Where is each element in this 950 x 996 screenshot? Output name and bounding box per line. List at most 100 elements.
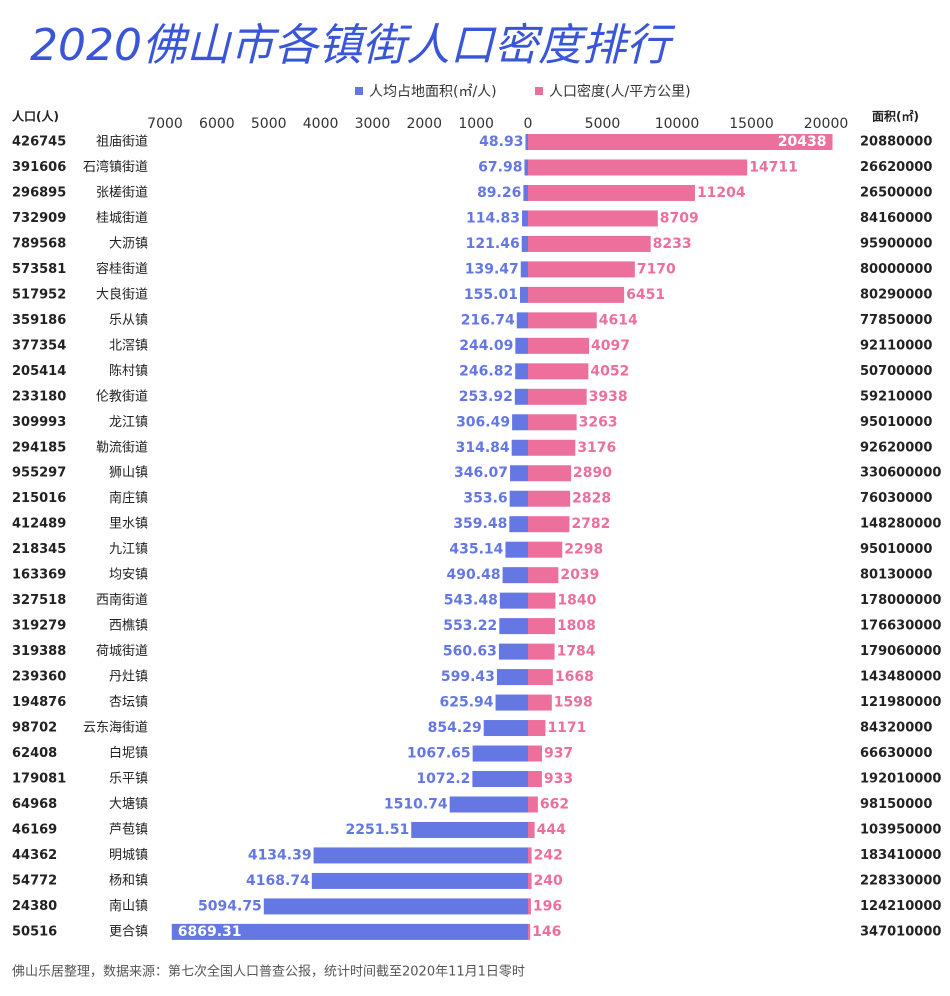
bar-right xyxy=(528,363,589,380)
population: 239360 xyxy=(12,670,66,685)
area: 103950000 xyxy=(860,822,941,837)
value-label: 560.63 xyxy=(443,644,497,660)
category-label: 杏坛镇 xyxy=(109,695,148,710)
bar-left xyxy=(449,796,528,813)
value-label: 5094.75 xyxy=(198,898,262,914)
category-label: 云东海街道 xyxy=(83,721,148,736)
category-label: 南山镇 xyxy=(109,898,148,914)
x-tick-label: 3000 xyxy=(355,116,391,132)
bar-left xyxy=(515,363,528,380)
bar-right xyxy=(528,337,590,354)
x-tick-label: 2000 xyxy=(406,116,442,132)
population: 233180 xyxy=(12,389,66,404)
bar-left xyxy=(483,720,528,737)
x-tick-label: 1000 xyxy=(458,116,494,132)
bar-right xyxy=(528,414,577,431)
x-tick-label: 0 xyxy=(524,116,533,132)
population: 359186 xyxy=(12,313,66,328)
category-label: 狮山镇 xyxy=(109,466,148,481)
value-label: 3263 xyxy=(579,414,618,430)
value-label: 146 xyxy=(532,924,561,940)
population: 50516 xyxy=(12,924,57,939)
value-label: 625.94 xyxy=(440,695,494,711)
bar-right xyxy=(528,235,651,252)
area: 143480000 xyxy=(860,670,941,685)
value-label: 1510.74 xyxy=(384,796,448,812)
category-label: 丹灶镇 xyxy=(109,670,148,685)
area: 178000000 xyxy=(860,593,941,608)
value-label: 1598 xyxy=(554,695,593,711)
value-label: 246.82 xyxy=(459,363,513,379)
value-label: 1067.65 xyxy=(407,746,471,762)
value-label: 155.01 xyxy=(464,287,518,303)
population: 955297 xyxy=(12,466,66,481)
value-label: 435.14 xyxy=(449,542,503,558)
value-label: 67.98 xyxy=(478,159,522,175)
bar-right xyxy=(528,745,542,762)
bar-right xyxy=(528,516,570,533)
population: 54772 xyxy=(12,873,57,888)
bar-left xyxy=(499,618,528,635)
value-label: 6869.31 xyxy=(178,924,242,940)
population: 205414 xyxy=(12,364,66,379)
category-label: 龙江镇 xyxy=(109,415,148,430)
bar-left xyxy=(525,134,528,150)
bar-right xyxy=(528,490,571,507)
area: 98150000 xyxy=(860,797,932,812)
value-label: 4168.74 xyxy=(246,873,310,889)
category-label: 北滘镇 xyxy=(109,338,148,353)
value-label: 854.29 xyxy=(428,720,482,736)
x2-tick-label: 15000 xyxy=(729,116,774,132)
value-label: 3176 xyxy=(577,440,616,456)
bar-left xyxy=(472,745,528,762)
category-label: 陈村镇 xyxy=(109,363,148,379)
bar-left xyxy=(496,669,528,686)
population: 46169 xyxy=(12,822,57,837)
value-label: 444 xyxy=(537,822,566,838)
bar-left xyxy=(171,923,528,940)
population: 98702 xyxy=(12,721,57,736)
population: 391606 xyxy=(12,160,66,175)
value-label: 2298 xyxy=(564,542,603,558)
area: 183410000 xyxy=(860,848,941,863)
population: 294185 xyxy=(12,440,66,455)
category-label: 芦苞镇 xyxy=(109,822,148,837)
left-column-header: 人口(人) xyxy=(12,109,59,124)
value-label: 242 xyxy=(534,847,563,863)
value-label: 359.48 xyxy=(453,516,507,532)
bar-left xyxy=(502,567,528,584)
category-label: 西南街道 xyxy=(96,592,148,608)
legend-swatch xyxy=(535,87,543,95)
area: 95010000 xyxy=(860,542,932,557)
value-label: 196 xyxy=(533,898,562,914)
area: 192010000 xyxy=(860,772,941,787)
bar-left xyxy=(472,771,528,787)
value-label: 14711 xyxy=(749,159,798,175)
value-label: 2828 xyxy=(572,491,611,507)
population: 517952 xyxy=(12,287,66,302)
category-label: 南庄镇 xyxy=(109,490,148,506)
bar-left xyxy=(522,210,528,227)
value-label: 4097 xyxy=(591,338,630,354)
x-tick-label: 6000 xyxy=(199,116,235,132)
category-label: 祖庙街道 xyxy=(96,135,148,150)
bar-left xyxy=(524,159,528,176)
value-label: 6451 xyxy=(626,287,665,303)
value-label: 2039 xyxy=(560,567,599,583)
value-label: 599.43 xyxy=(441,669,495,685)
value-label: 3938 xyxy=(589,389,628,405)
value-label: 306.49 xyxy=(456,414,510,430)
population: 24380 xyxy=(12,899,57,914)
area: 59210000 xyxy=(860,389,932,404)
bar-left xyxy=(263,898,528,915)
population: 319388 xyxy=(12,644,66,659)
bar-left xyxy=(515,337,528,354)
area: 84160000 xyxy=(860,211,932,226)
category-label: 张槎街道 xyxy=(96,185,148,200)
area: 148280000 xyxy=(860,517,941,532)
right-column-header: 面积(㎡) xyxy=(872,109,919,124)
legend-swatch xyxy=(355,87,363,95)
bar-right xyxy=(528,669,553,686)
category-label: 勒流街道 xyxy=(96,440,148,455)
bar-right xyxy=(528,134,833,150)
